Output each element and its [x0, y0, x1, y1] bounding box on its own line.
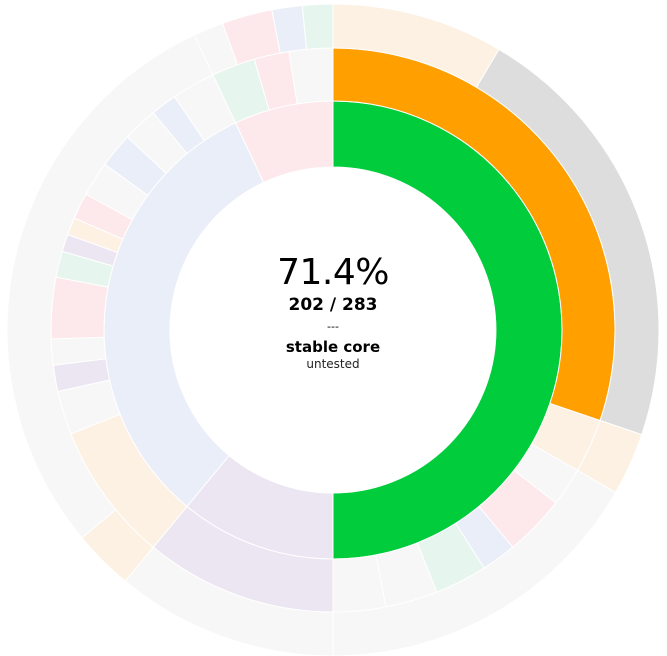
center-summary: 71.4% 202 / 283 --- stable core untested	[233, 252, 433, 372]
outer-ring-segment-25[interactable]	[288, 47, 334, 105]
separator-text: ---	[327, 320, 339, 333]
node-status: untested	[306, 357, 360, 371]
outer-ring-segment-7[interactable]	[332, 554, 387, 613]
outermost-ring-segment-10[interactable]	[301, 3, 334, 50]
outer-ring-segment-13[interactable]	[50, 276, 109, 340]
coverage-count: 202 / 283	[288, 295, 378, 315]
coverage-percentage: 71.4%	[277, 252, 389, 293]
node-name: stable core	[285, 338, 381, 356]
